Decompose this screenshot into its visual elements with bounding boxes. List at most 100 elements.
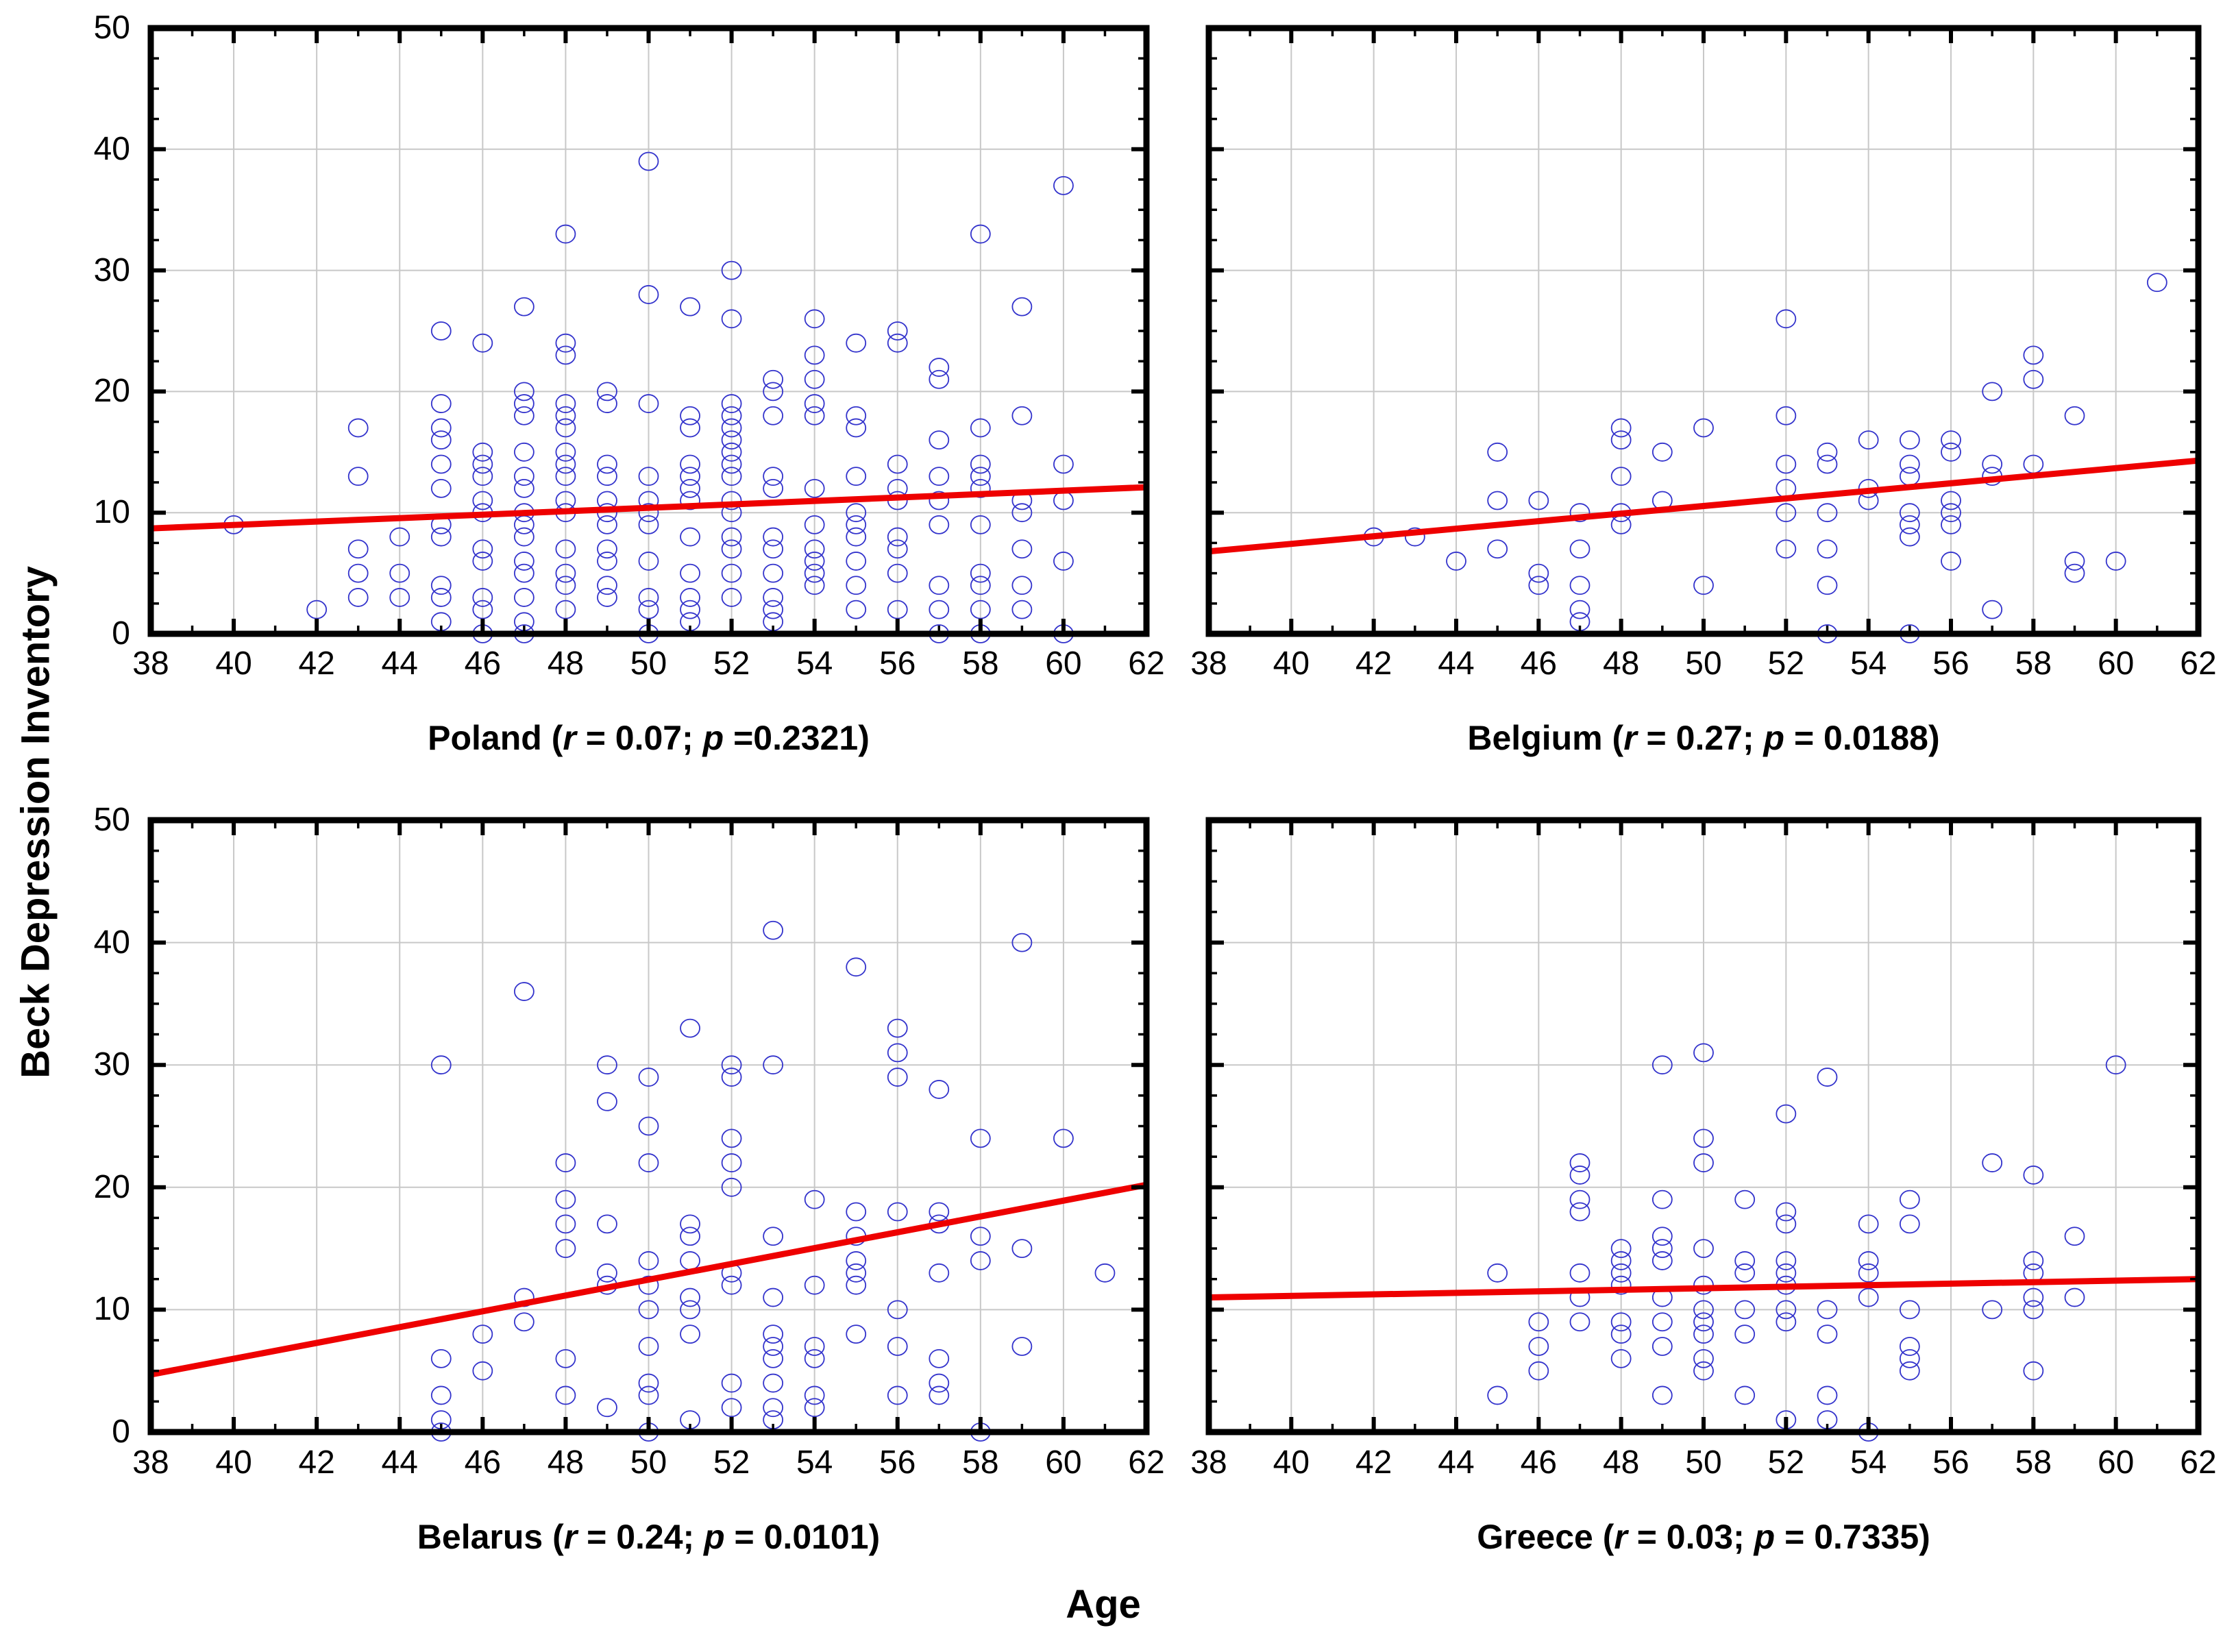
data-point [763,1398,784,1418]
data-point [1528,563,1549,583]
data-point [306,600,328,619]
data-point [1899,1337,1920,1356]
data-point [2064,552,2085,571]
x-tick-label: 58 [2015,1444,2052,1481]
x-tick-label: 40 [1273,645,1310,682]
data-point [887,454,908,474]
data-point [555,345,576,365]
x-tick-label: 48 [547,1444,585,1481]
data-point [638,467,659,486]
data-point [1528,576,1549,595]
data-point [555,1189,576,1209]
x-tick-label: 50 [1685,1444,1722,1481]
data-point [680,418,700,438]
x-tick-label: 38 [1190,1444,1227,1481]
data-point [1011,539,1033,559]
data-point [597,1263,617,1283]
x-tick-label: 42 [1355,645,1392,682]
data-point [472,467,493,486]
data-point [680,527,700,547]
data-point [929,1373,950,1393]
data-point [638,1068,659,1087]
data-point [1651,1337,1673,1356]
data-point [721,430,742,450]
data-point [763,563,784,583]
data-point [763,1324,784,1344]
data-point [721,1153,742,1172]
panel-title-belarus: Belarus (r = 0.24; p = 0.0101) [417,1517,880,1557]
data-point [389,588,410,607]
data-point [638,394,659,413]
data-point [1610,1239,1632,1258]
data-point [430,1055,452,1075]
data-point [887,527,908,547]
data-point [1487,539,1508,559]
data-point [555,563,576,583]
data-point [970,563,991,583]
data-point [1651,1055,1673,1075]
data-point [680,1251,700,1270]
data-point [638,1116,659,1136]
data-point [555,1239,576,1258]
data-point [1858,1251,1879,1270]
data-point [597,588,617,607]
data-point [597,1055,617,1075]
title-p-symbol: p [702,719,724,757]
x-tick-label: 50 [1685,645,1722,682]
data-point [1982,382,2003,402]
data-point [2023,369,2044,389]
data-point [721,539,742,559]
data-point [846,418,867,438]
panel-title-belgium: Belgium (r = 0.27; p = 0.0188) [1467,718,1939,758]
x-tick-label: 54 [796,1444,833,1481]
data-point [887,321,908,341]
data-point [1651,1239,1673,1258]
data-point [721,1068,742,1087]
data-point [763,1348,784,1368]
data-point [347,418,369,438]
data-point [2023,1251,2044,1270]
data-point [929,1348,950,1368]
trend-line [150,484,1147,532]
title-text: Belgium ( [1467,719,1624,757]
data-point [1941,503,1961,523]
data-point [1569,1263,1591,1283]
data-point [680,297,700,317]
data-point [763,382,784,402]
data-point [1982,454,2003,474]
data-point [804,563,825,583]
data-point [1011,406,1033,426]
data-point [1487,1263,1508,1283]
data-point [804,369,825,389]
data-point [430,527,452,547]
data-point [1651,1189,1673,1209]
data-point [1569,1312,1591,1332]
data-point [721,491,742,510]
data-point [597,1214,617,1234]
data-point [1941,491,1961,510]
data-point [638,1275,659,1295]
data-point [1651,1251,1673,1270]
data-point [1817,1068,1838,1087]
data-point [555,467,576,486]
x-tick-label: 58 [962,1444,999,1481]
x-tick-label: 62 [1128,645,1165,682]
title-text: = 0.03; [1627,1518,1754,1556]
data-point [929,467,950,486]
x-tick-label: 60 [1045,1444,1082,1481]
data-point [347,588,369,607]
data-point [2105,1055,2126,1075]
x-tick-label: 62 [2180,1444,2217,1481]
x-tick-label: 40 [215,1444,252,1481]
data-point [1011,1239,1033,1258]
data-point [597,515,617,534]
data-point [1569,576,1591,595]
data-point [970,467,991,486]
data-point [638,1153,659,1172]
data-point [1569,503,1591,523]
x-tick-label: 44 [381,645,418,682]
trend-line [150,1181,1147,1378]
title-text: = 0.27; [1636,719,1764,757]
data-point [347,539,369,559]
